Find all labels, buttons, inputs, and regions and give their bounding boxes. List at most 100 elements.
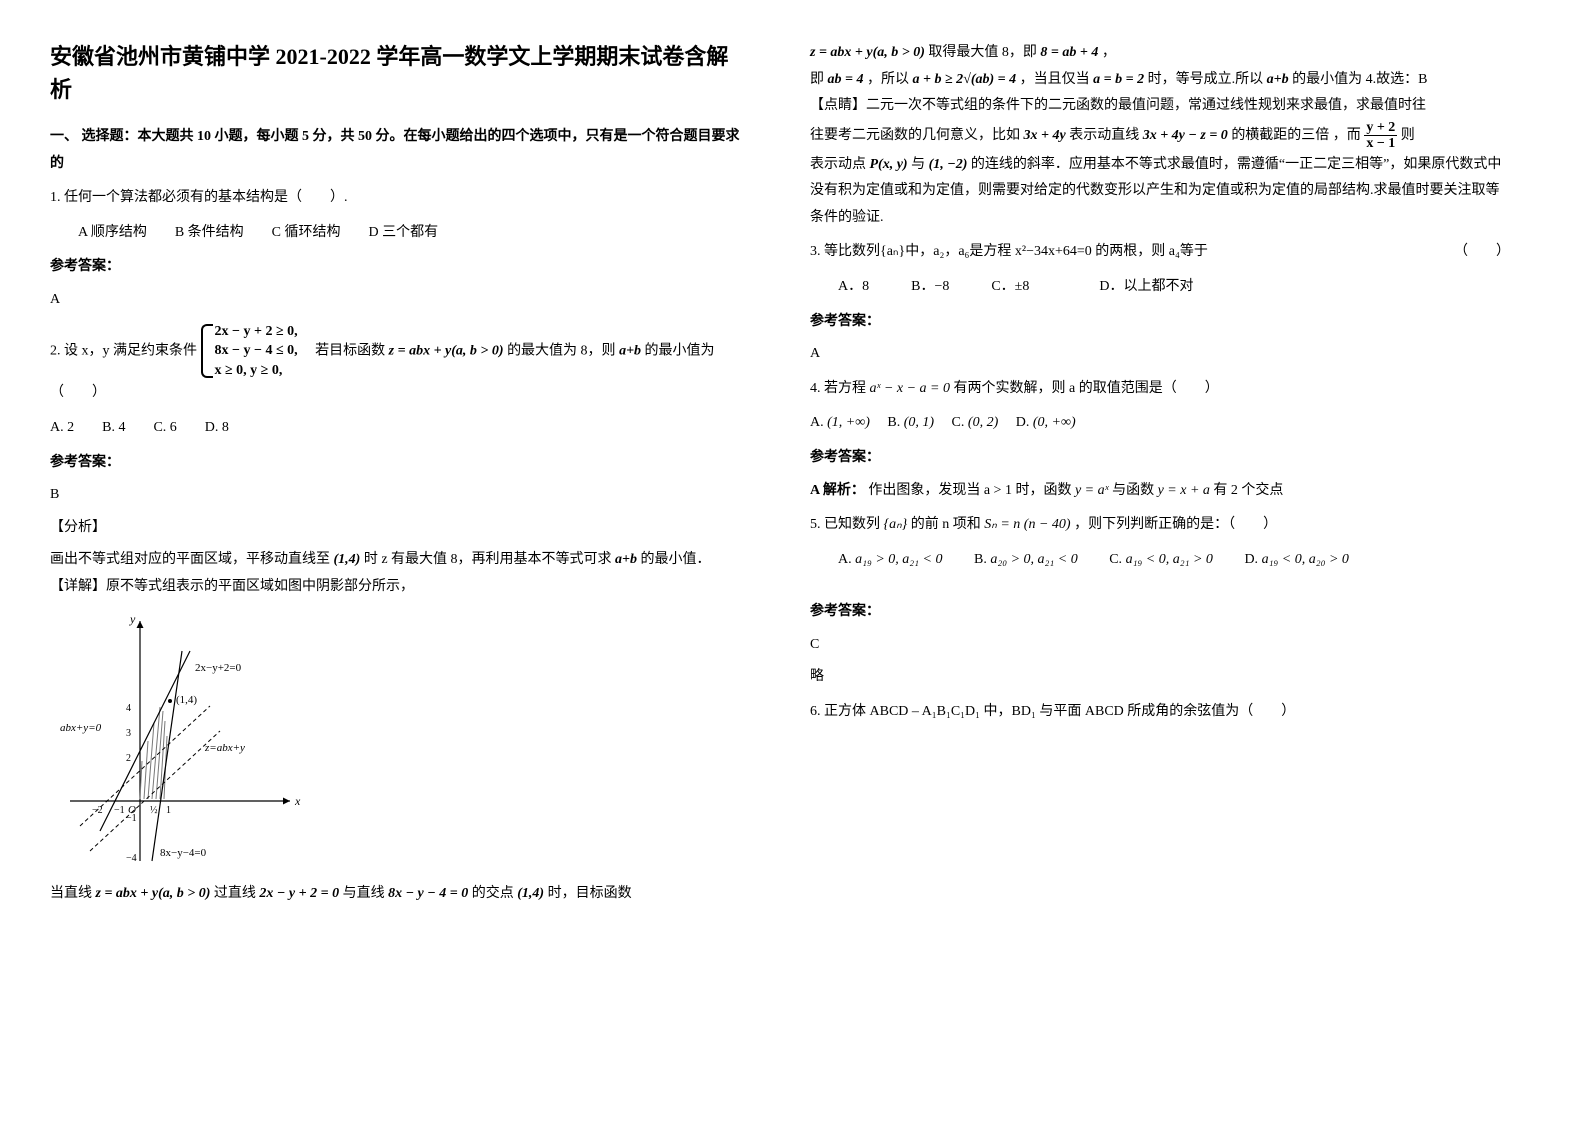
txt: ，则下列判断正确的是：（ ） <box>1074 517 1277 532</box>
analysis-text-2: 【详解】原不等式组表示的平面区域如图中阴影部分所示， <box>50 574 750 601</box>
opt-d: (0, +∞) <box>1033 415 1076 430</box>
exam-title: 安徽省池州市黄铺中学 2021-2022 学年高一数学文上学期期末试卷含解析 <box>50 40 750 106</box>
right-column: z = abx + y(a, b > 0) 取得最大值 8，即 8 = ab +… <box>810 40 1510 907</box>
txt: 2x − y + 2 = 0 <box>259 886 339 901</box>
question-4-answer: A 解析： 作出图象，发现当 a > 1 时，函数 y = aˣ 与函数 y =… <box>810 478 1510 505</box>
txt: ，所以 <box>867 72 909 87</box>
txt: 时 z 有最大值 8，再利用基本不等式可求 <box>364 552 612 567</box>
opt-c: (0, 2) <box>968 415 998 430</box>
txt: y = x + a <box>1158 483 1210 498</box>
y-axis-label: y <box>129 612 136 626</box>
question-4: 4. 若方程 aˣ − x − a = 0 有两个实数解，则 a 的取值范围是（… <box>810 376 1510 403</box>
section-1-heading: 一、 选择题：本大题共 10 小题，每小题 5 分，共 50 分。在每小题给出的… <box>50 124 750 177</box>
question-5-options: A. a₁₉ > 0, a₂₁ < 0 B. a₂₀ > 0, a₂₁ < 0 … <box>810 547 1510 574</box>
denominator: x − 1 <box>1364 136 1397 151</box>
dianjing-3: 表示动点 P(x, y) 与 (1, −2) 的连线的斜率．应用基本不等式求最值… <box>810 152 1510 232</box>
question-2: 2. 设 x，y 满足约束条件 2x − y + 2 ≥ 0, 8x − y −… <box>50 322 750 407</box>
svg-text:1: 1 <box>166 805 171 816</box>
txt: (1, −2) <box>929 157 968 172</box>
txt: a+b <box>615 552 637 567</box>
txt: 表示动直线 <box>1069 128 1139 143</box>
txt: 3x + 4y <box>1024 128 1066 143</box>
dianjing-2: 往要考二元函数的几何意义，比如 3x + 4y 表示动直线 3x + 4y − … <box>810 120 1510 152</box>
svg-text:−4: −4 <box>126 853 137 864</box>
svg-text:2: 2 <box>126 753 131 764</box>
opt-b: a₂₀ > 0, a₂₁ < 0 <box>990 552 1077 567</box>
question-4-options: A. (1, +∞) B. (0, 1) C. (0, 2) D. (0, +∞… <box>810 410 1510 437</box>
svg-text:−1: −1 <box>114 805 125 816</box>
answer-label: 参考答案： <box>810 445 1510 472</box>
dianjing-1: 【点睛】二元一次不等式组的条件下的二元函数的最值问题，常通过线性规划来求最值，求… <box>810 93 1510 120</box>
question-1: 1. 任何一个算法都必须有的基本结构是（ ）. <box>50 185 750 212</box>
txt: 即 <box>810 72 824 87</box>
txt: 取得最大值 8，即 <box>928 45 1037 60</box>
txt: 往要考二元函数的几何意义，比如 <box>810 128 1020 143</box>
question-3-answer: A <box>810 341 1510 368</box>
q2-mid2: 的最大值为 8，则 <box>507 343 619 358</box>
question-6: 6. 正方体 ABCD – A₁B₁C₁D₁ 中，BD₁ 与平面 ABCD 所成… <box>810 699 1510 726</box>
sys-line-2: 8x − y − 4 ≤ 0, <box>215 341 298 361</box>
txt: ab = 4 <box>828 72 864 87</box>
txt: 作出图象，发现当 a > 1 时，函数 <box>868 483 1071 498</box>
txt: 则 <box>1401 128 1415 143</box>
txt: ， <box>1102 45 1116 60</box>
txt: {aₙ} <box>884 517 908 532</box>
svg-text:½: ½ <box>150 805 158 816</box>
txt: z = abx + y(a, b > 0) <box>96 886 211 901</box>
question-1-answer: A <box>50 287 750 314</box>
svg-text:4: 4 <box>126 703 131 714</box>
opt-c: a₁₉ < 0, a₂₁ > 0 <box>1126 552 1213 567</box>
line2-label: z=abx+y <box>204 742 245 754</box>
txt: 与 <box>911 157 925 172</box>
line3-label: 8x−y−4=0 <box>160 847 207 859</box>
txt: ，当且仅当 <box>1020 72 1090 87</box>
txt: z = abx + y(a, b > 0) <box>810 45 925 60</box>
abxy0-label: abx+y=0 <box>60 722 102 734</box>
txt: 的前 n 项和 <box>911 517 981 532</box>
svg-text:3: 3 <box>126 728 131 739</box>
q2-continue-2: 即 ab = 4 ，所以 a + b ≥ 2√(ab) = 4 ，当且仅当 a … <box>810 67 1510 94</box>
question-2-options: A. 2 B. 4 C. 6 D. 8 <box>50 415 750 442</box>
txt: P(x, y) <box>870 157 908 172</box>
line1-label: 2x−y+2=0 <box>195 662 242 674</box>
q2-mid1: 若目标函数 <box>301 343 385 358</box>
txt: 与函数 <box>1112 483 1154 498</box>
txt: 3x + 4y − z = 0 <box>1143 128 1228 143</box>
txt: 有 2 个交点 <box>1213 483 1283 498</box>
txt: A 解析： <box>810 483 865 498</box>
question-5-lue: 略 <box>810 664 1510 691</box>
q2-continue-1: z = abx + y(a, b > 0) 取得最大值 8，即 8 = ab +… <box>810 40 1510 67</box>
q2-pre: 2. 设 x，y 满足约束条件 <box>50 343 201 358</box>
q2-ab: a+b <box>619 343 641 358</box>
txt: 与直线 <box>343 886 389 901</box>
point-label: (1,4) <box>176 694 197 706</box>
txt: 时，目标函数 <box>548 886 632 901</box>
txt: aˣ − x − a = 0 <box>870 381 951 396</box>
question-1-options: A 顺序结构 B 条件结构 C 循环结构 D 三个都有 <box>50 220 750 247</box>
constraint-system: 2x − y + 2 ≥ 0, 8x − y − 4 ≤ 0, x ≥ 0, y… <box>201 322 298 381</box>
question-3-options: A．8 B．−8 C．±8 D．以上都不对 <box>810 274 1510 301</box>
opt-a: (1, +∞) <box>827 415 870 430</box>
txt: 的最小值． <box>641 552 711 567</box>
txt: (1,4) <box>517 886 544 901</box>
txt: 8x − y − 4 = 0 <box>388 886 468 901</box>
numerator: y + 2 <box>1364 120 1397 136</box>
answer-label: 参考答案： <box>50 254 750 281</box>
q2-tail: 当直线 z = abx + y(a, b > 0) 过直线 2x − y + 2… <box>50 881 750 908</box>
sys-line-1: 2x − y + 2 ≥ 0, <box>215 322 298 342</box>
left-column: 安徽省池州市黄铺中学 2021-2022 学年高一数学文上学期期末试卷含解析 一… <box>50 40 750 907</box>
txt: 5. 已知数列 <box>810 517 884 532</box>
analysis-label: 【分析】 <box>50 515 750 542</box>
txt: Sₙ = n (n − 40) <box>984 517 1070 532</box>
sys-line-3: x ≥ 0, y ≥ 0, <box>215 361 298 381</box>
txt: 画出不等式组对应的平面区域，平移动直线至 <box>50 552 330 567</box>
q2-expr1: z = abx + y(a, b > 0) <box>389 343 504 358</box>
txt: a = b = 2 <box>1093 72 1144 87</box>
txt: 当直线 <box>50 886 92 901</box>
txt: a+b <box>1267 72 1289 87</box>
txt: 的横截距的三倍 ，而 <box>1231 128 1364 143</box>
txt: 时，等号成立.所以 <box>1148 72 1264 87</box>
txt: 8 = ab + 4 <box>1040 45 1098 60</box>
svg-text:−1: −1 <box>126 813 137 824</box>
answer-label: 参考答案： <box>50 450 750 477</box>
